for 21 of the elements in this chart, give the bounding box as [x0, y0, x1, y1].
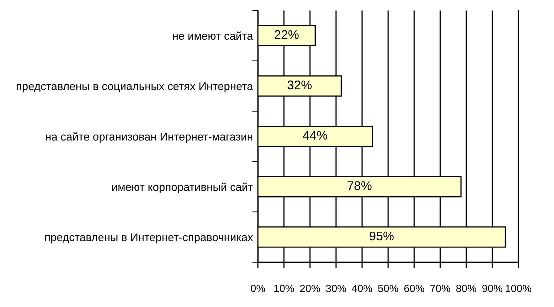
x-tick-label: 50% — [378, 284, 398, 292]
x-tick-label: 90% — [482, 284, 503, 292]
y-tick-label: не имеют сайта — [173, 32, 254, 40]
x-tick-label: 20% — [300, 284, 320, 292]
x-tick-label: 30% — [326, 284, 346, 292]
x-tick-label: 40% — [352, 284, 372, 292]
x-tick-label: 80% — [456, 284, 477, 292]
x-tick-label: 100% — [506, 284, 532, 292]
data-label: 32% — [288, 80, 312, 90]
data-label: 95% — [370, 232, 394, 241]
x-tick-label: 60% — [404, 284, 424, 292]
y-tick-label: представлены в Интернет-справочниках — [45, 234, 254, 244]
y-tick-label: имеют корпоративный сайт — [112, 182, 254, 194]
data-label: 78% — [348, 181, 372, 190]
x-tick-label: 70% — [430, 284, 450, 292]
x-tick-label: 10% — [274, 284, 294, 292]
x-tick-label: 0% — [251, 284, 266, 292]
data-label: 44% — [303, 131, 328, 140]
y-tick-label: представлены в социальных сетях Интернета — [16, 82, 254, 93]
data-label: 22% — [274, 30, 299, 40]
y-tick-label: на сайте организован Интернет-магазин — [46, 132, 253, 144]
